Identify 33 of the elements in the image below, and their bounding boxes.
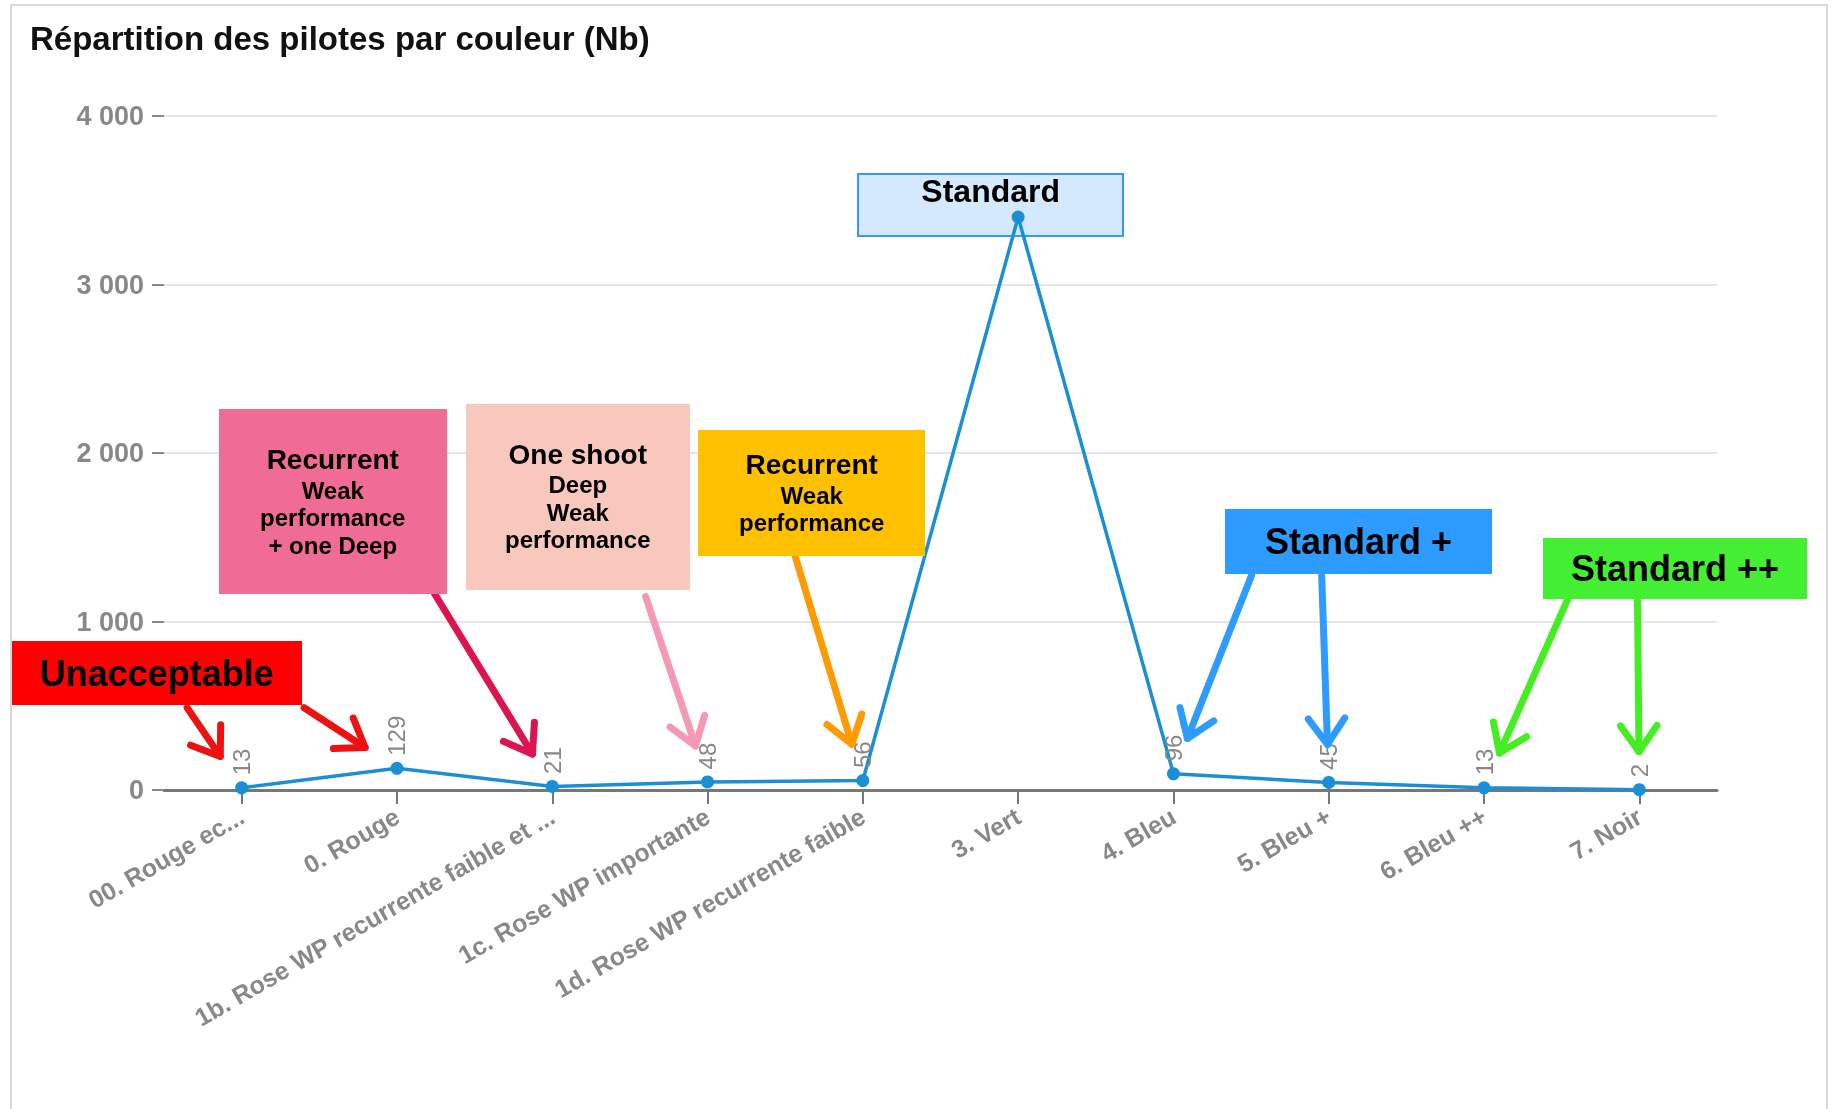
callout-box: Standard ++ bbox=[1542, 538, 1808, 599]
callout-box: One shoot Deep Weak performance bbox=[465, 403, 691, 590]
annotation: Recurrent Weak performance bbox=[739, 449, 885, 537]
x-tick-label: 3. Vert bbox=[946, 801, 1026, 864]
y-tick-label: 1 000 bbox=[76, 606, 144, 637]
data-label: 48 bbox=[694, 742, 722, 770]
y-tick-label: 4 000 bbox=[76, 101, 144, 131]
y-tick-label: 0 bbox=[128, 775, 144, 805]
x-tick-label: 4. Bleu bbox=[1095, 801, 1181, 868]
callout-box: Unacceptable bbox=[11, 641, 302, 706]
x-tick-label: 5. Bleu + bbox=[1232, 801, 1336, 878]
y-tick-label: 2 000 bbox=[76, 438, 144, 468]
annotation: Standard ++ bbox=[1570, 547, 1779, 590]
x-tick-label: 7. Noir bbox=[1565, 801, 1647, 865]
annotation: Recurrent Weak performance + one Deep bbox=[260, 444, 406, 560]
data-label: 2 bbox=[1625, 763, 1653, 778]
y-tick-label: 3 000 bbox=[76, 269, 144, 300]
data-label: 129 bbox=[383, 715, 411, 756]
data-label: 13 bbox=[1470, 748, 1498, 776]
x-tick-label: 6. Bleu ++ bbox=[1374, 801, 1492, 886]
data-label: 13 bbox=[228, 748, 256, 776]
callout-box: Recurrent Weak performance + one Deep bbox=[218, 409, 447, 595]
annotation: Standard bbox=[921, 173, 1061, 210]
data-label: 56 bbox=[849, 741, 877, 769]
callout-box: Standard bbox=[857, 173, 1124, 238]
data-label: 21 bbox=[538, 747, 566, 774]
annotation: Standard + bbox=[1265, 520, 1453, 563]
callout-box: Recurrent Weak performance bbox=[698, 430, 926, 556]
chart-title: Répartition des pilotes par couleur (Nb) bbox=[30, 20, 650, 58]
annotation: Unacceptable bbox=[39, 652, 274, 694]
callout-box: Standard + bbox=[1224, 508, 1493, 575]
annotation: One shoot Deep Weak performance bbox=[505, 439, 651, 555]
data-label: 96 bbox=[1159, 734, 1187, 762]
